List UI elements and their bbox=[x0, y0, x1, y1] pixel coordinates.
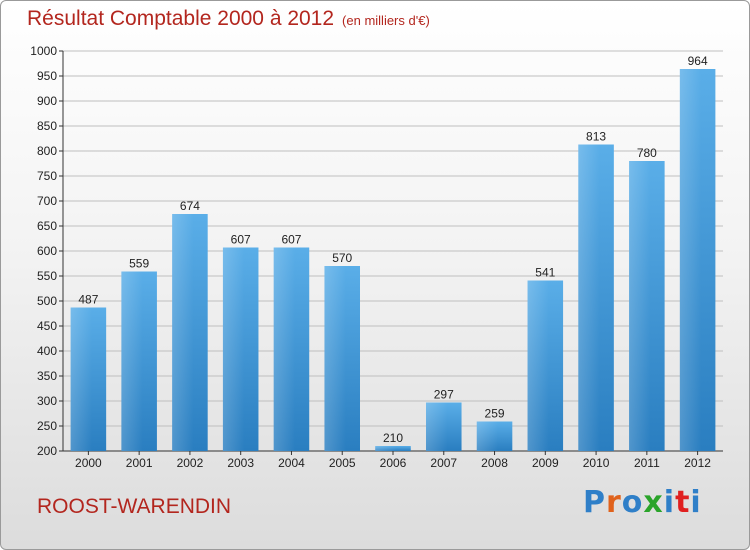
data-label: 487 bbox=[78, 293, 98, 307]
x-tick-label: 2003 bbox=[227, 456, 254, 470]
y-tick-label: 750 bbox=[37, 169, 57, 183]
bar-highlight bbox=[172, 214, 208, 451]
bar-highlight bbox=[679, 69, 716, 451]
data-label: 813 bbox=[586, 130, 606, 144]
data-label: 297 bbox=[434, 388, 454, 402]
x-tick-label: 2002 bbox=[177, 456, 204, 470]
x-tick-label: 2012 bbox=[684, 456, 711, 470]
data-label: 559 bbox=[129, 257, 149, 271]
town-name: ROOST-WARENDIN bbox=[37, 495, 232, 518]
bar-highlight bbox=[70, 307, 107, 451]
bar-highlight bbox=[375, 446, 411, 451]
logo-letter: P bbox=[583, 485, 606, 520]
y-tick-label: 550 bbox=[37, 269, 57, 283]
x-tick-label: 2007 bbox=[430, 456, 457, 470]
x-tick-label: 2005 bbox=[329, 456, 356, 470]
chart-title: Résultat Comptable 2000 à 2012 (en millie… bbox=[27, 7, 430, 31]
data-label: 607 bbox=[281, 233, 301, 247]
x-tick-label: 2000 bbox=[75, 456, 102, 470]
logo-letter: t bbox=[675, 485, 691, 520]
x-tick-label: 2006 bbox=[380, 456, 407, 470]
bar-highlight bbox=[324, 266, 360, 451]
bar-highlight bbox=[578, 144, 614, 451]
bar-highlight bbox=[527, 280, 564, 451]
y-tick-label: 850 bbox=[37, 119, 57, 133]
y-tick-label: 650 bbox=[37, 219, 57, 233]
data-label: 964 bbox=[688, 54, 708, 68]
chart-title-text: Résultat Comptable 2000 à 2012 bbox=[27, 7, 335, 30]
x-tick-label: 2009 bbox=[532, 456, 559, 470]
bar-highlight bbox=[629, 161, 665, 451]
y-tick-label: 300 bbox=[37, 394, 57, 408]
proxiti-logo[interactable]: Proxiti bbox=[583, 485, 702, 520]
bar-highlight bbox=[426, 402, 462, 451]
data-label: 210 bbox=[383, 431, 403, 445]
x-tick-label: 2001 bbox=[126, 456, 153, 470]
y-tick-label: 950 bbox=[37, 69, 57, 83]
y-tick-label: 900 bbox=[37, 94, 57, 108]
y-tick-label: 600 bbox=[37, 244, 57, 258]
data-label: 541 bbox=[535, 266, 555, 280]
chart-subtitle: (en milliers d'€) bbox=[342, 13, 430, 28]
y-tick-label: 500 bbox=[37, 294, 57, 308]
y-tick-label: 1000 bbox=[30, 44, 57, 58]
y-tick-label: 350 bbox=[37, 369, 57, 383]
y-tick-label: 800 bbox=[37, 144, 57, 158]
y-tick-label: 700 bbox=[37, 194, 57, 208]
bar-highlight bbox=[121, 271, 157, 451]
logo-letter: o bbox=[621, 485, 644, 520]
data-label: 674 bbox=[180, 199, 200, 213]
y-tick-label: 250 bbox=[37, 419, 57, 433]
x-tick-label: 2011 bbox=[634, 456, 660, 470]
x-tick-label: 2004 bbox=[278, 456, 305, 470]
data-label: 607 bbox=[231, 233, 251, 247]
x-tick-label: 2008 bbox=[481, 456, 508, 470]
logo-letter: i bbox=[690, 485, 702, 520]
data-label: 570 bbox=[332, 251, 352, 265]
logo-letter: i bbox=[663, 485, 676, 520]
bar-highlight bbox=[273, 247, 310, 451]
bar-highlight bbox=[476, 421, 513, 451]
y-tick-label: 400 bbox=[37, 344, 57, 358]
x-tick-label: 2010 bbox=[583, 456, 610, 470]
data-label: 259 bbox=[485, 407, 505, 421]
logo-letter: r bbox=[606, 485, 622, 520]
logo-letter: x bbox=[643, 485, 664, 520]
y-tick-label: 200 bbox=[37, 444, 57, 458]
y-tick-label: 450 bbox=[37, 319, 57, 333]
bar-highlight bbox=[222, 247, 259, 451]
data-label: 780 bbox=[637, 146, 657, 160]
